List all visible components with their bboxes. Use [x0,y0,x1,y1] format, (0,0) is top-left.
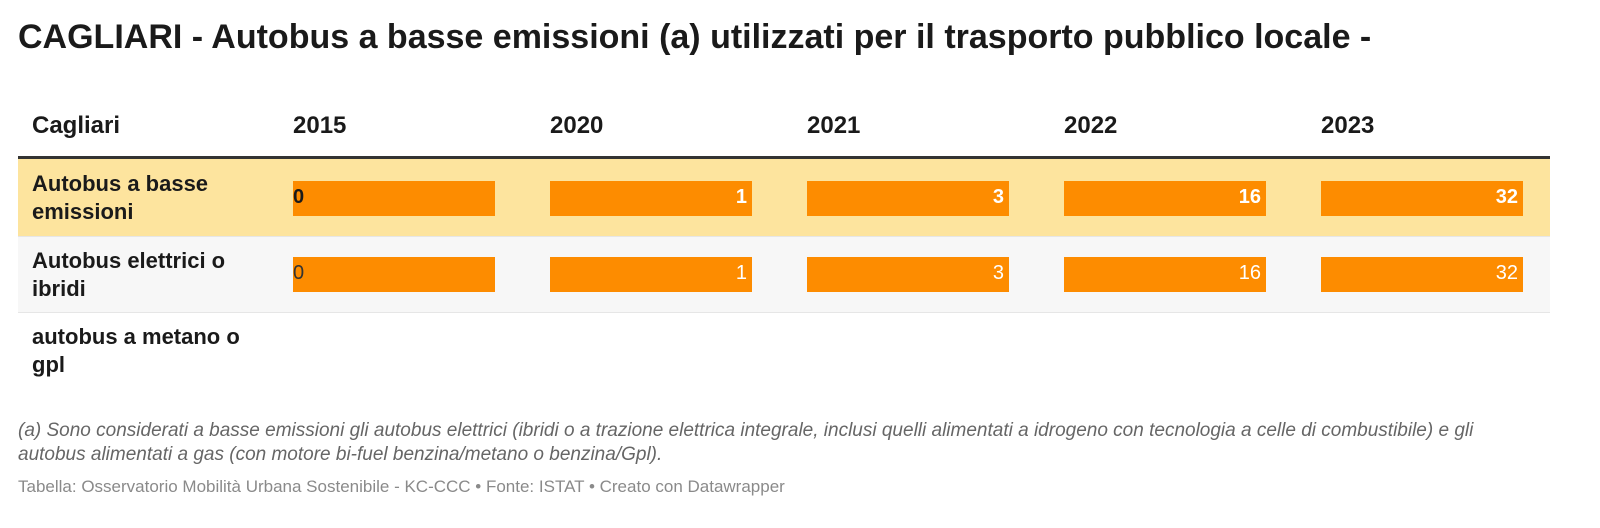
bar-value-label: 3 [992,186,1004,208]
table-row: Autobus a basse emissioni 0 1 3 16 32 [18,159,1550,237]
bar-value-label: 0 [293,186,305,208]
bar-value-label: 1 [735,186,747,208]
bar-mark: 16 [1064,257,1266,292]
row-header-label: Cagliari [32,112,121,139]
bar-mark: 3 [807,181,1009,216]
bar-value-label: 0 [293,262,305,284]
row-label: Autobus a basse emissioni [32,171,209,224]
column-header-0: 2015 [293,112,347,139]
table-row: Autobus elettrici o ibridi 0 1 3 16 32 [18,237,1550,313]
bar-mark: 1 [550,181,752,216]
bar-value-label: 16 [1238,186,1261,208]
bar-value-label: 32 [1495,262,1518,284]
bar-mark: 16 [1064,181,1266,216]
bar-value-label: 1 [735,262,747,284]
bar-mark: 3 [807,257,1009,292]
column-header-3: 2022 [1064,112,1118,139]
column-header-4: 2023 [1321,112,1375,139]
row-label: Autobus elettrici o ibridi [32,248,226,301]
table-row: autobus a metano o gpl [18,313,1550,388]
bar-mark: 0 [293,257,495,292]
source-credit: Tabella: Osservatorio Mobilità Urbana So… [18,477,785,496]
table-header: Cagliari 2015 2020 2021 2022 2023 [18,96,1550,159]
footnote: (a) Sono considerati a basse emissioni g… [18,420,1474,465]
row-label: autobus a metano o gpl [32,324,240,377]
bar-value-label: 3 [992,262,1004,284]
bar-mark: 32 [1321,257,1523,292]
column-header-1: 2020 [550,112,604,139]
table-body: Autobus a basse emissioni 0 1 3 16 32 Autobus … [18,159,1550,388]
column-header-2: 2021 [807,112,861,139]
data-table: Cagliari 2015 2020 2021 2022 2023 Autobus a … [18,96,1550,388]
bar-value-label: 32 [1495,186,1518,208]
bar-mark: 0 [293,181,495,216]
bar-mark: 1 [550,257,752,292]
bar-value-label: 16 [1238,262,1261,284]
chart-title: CAGLIARI - Autobus a basse emissioni (a)… [18,18,1372,56]
bar-mark: 32 [1321,181,1523,216]
